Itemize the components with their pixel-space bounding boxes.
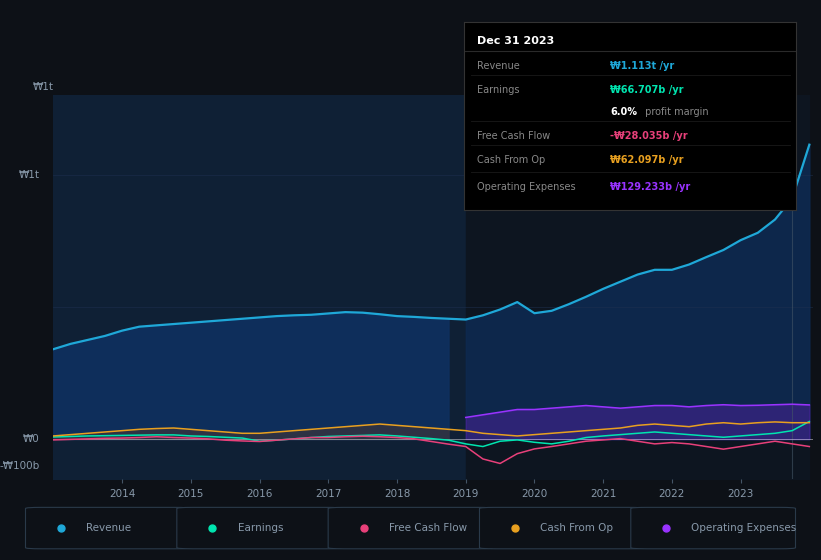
FancyBboxPatch shape <box>177 507 342 549</box>
FancyBboxPatch shape <box>479 507 644 549</box>
Text: Dec 31 2023: Dec 31 2023 <box>477 35 554 45</box>
Text: Revenue: Revenue <box>477 60 520 71</box>
Text: Free Cash Flow: Free Cash Flow <box>389 523 467 533</box>
FancyBboxPatch shape <box>631 507 796 549</box>
Text: ₩129.233b /yr: ₩129.233b /yr <box>610 183 690 193</box>
Text: ₩0: ₩0 <box>23 434 39 444</box>
Text: Operating Expenses: Operating Expenses <box>477 183 576 193</box>
FancyBboxPatch shape <box>25 507 190 549</box>
Text: ₩66.707b /yr: ₩66.707b /yr <box>610 85 684 95</box>
Text: Operating Expenses: Operating Expenses <box>691 523 796 533</box>
Text: -₩28.035b /yr: -₩28.035b /yr <box>610 131 688 141</box>
Text: Cash From Op: Cash From Op <box>540 523 613 533</box>
Text: Earnings: Earnings <box>237 523 283 533</box>
FancyBboxPatch shape <box>328 507 493 549</box>
Text: ₩1t: ₩1t <box>33 82 54 92</box>
Text: ₩1t: ₩1t <box>19 170 39 180</box>
Text: ₩1.113t /yr: ₩1.113t /yr <box>610 60 674 71</box>
Text: Earnings: Earnings <box>477 85 520 95</box>
Text: profit margin: profit margin <box>642 106 709 116</box>
Text: 6.0%: 6.0% <box>610 106 637 116</box>
Text: -₩100b: -₩100b <box>0 460 39 470</box>
Text: Revenue: Revenue <box>86 523 131 533</box>
Text: Free Cash Flow: Free Cash Flow <box>477 131 550 141</box>
Text: ₩62.097b /yr: ₩62.097b /yr <box>610 155 684 165</box>
Text: Cash From Op: Cash From Op <box>477 155 545 165</box>
